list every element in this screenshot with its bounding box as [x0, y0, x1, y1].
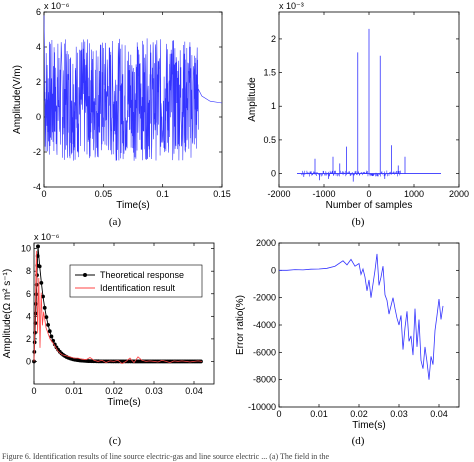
y-tick-label: 1.5 — [263, 68, 276, 78]
panel-label-d: (d) — [352, 435, 365, 447]
y-tick-label: 0.5 — [263, 135, 276, 145]
x-tick-label: 0.15 — [213, 189, 231, 199]
figure-caption: Figure 6. Identification results of line… — [2, 452, 330, 461]
chart-panel-c: 0 0.01 0.02 0.03 0.04 0 2 4 6 8 10 Time(s) Amplitude… — [2, 232, 215, 408]
error-ratio-line — [279, 253, 444, 380]
x-tick-label: 2000 — [449, 189, 469, 199]
axis-multiplier: x 10⁻⁶ — [34, 232, 60, 242]
theoretical-point — [42, 305, 47, 310]
plot-frame — [43, 11, 223, 188]
theoretical-point — [52, 342, 57, 347]
chart-panel-b: -2000 -1000 0 1000 2000 0 0.5 1 1.5 2 Number of sa… — [247, 1, 469, 211]
theoretical-point — [44, 315, 49, 320]
x-tick-label: -2000 — [267, 189, 290, 199]
y-tick-label: -2 — [33, 147, 41, 157]
x-tick-label: -1000 — [312, 189, 335, 199]
y-tick-label: 6 — [36, 7, 41, 17]
chart-panel-a: 0 0.05 0.1 0.15 -4 -2 0 2 4 6 Time(s) Amplitude(V/m… — [12, 1, 231, 211]
y-tick-label: 4 — [36, 42, 41, 52]
theoretical-point — [39, 281, 44, 285]
theoretical-point — [34, 292, 39, 297]
y-tick-label: 0 — [36, 112, 41, 122]
panel-label-a: (a) — [109, 216, 122, 228]
y-tick-label: 10 — [21, 244, 31, 254]
legend-label-theoretical: Theoretical response — [100, 270, 184, 280]
y-tick-label: -8000 — [253, 375, 276, 385]
x-axis-label: Time(s) — [107, 397, 141, 408]
y-tick-label: -4000 — [253, 320, 276, 330]
y-tick-label: 0 — [271, 265, 276, 275]
theoretical-line — [33, 246, 201, 362]
y-axis-label: Amplitude(V/m) — [12, 65, 23, 134]
x-tick-label: 0.03 — [390, 409, 408, 419]
y-tick-label: 0 — [26, 356, 31, 366]
x-tick-label: 0 — [41, 189, 46, 199]
theoretical-point — [47, 329, 52, 334]
legend-box — [69, 264, 203, 298]
x-tick-label: 0.05 — [95, 189, 113, 199]
y-axis-label: Amplitude — [247, 77, 258, 122]
x-tick-label: 0.02 — [350, 409, 368, 419]
theoretical-point — [33, 321, 38, 325]
y-tick-label: -6000 — [253, 347, 276, 357]
theoretical-point — [36, 244, 40, 249]
x-tick-label: 0 — [366, 189, 371, 199]
x-tick-label: 0.01 — [65, 386, 83, 396]
panel-label-c: (c) — [109, 435, 122, 447]
legend-label-identification: Identification result — [100, 283, 176, 293]
panel-label-b: (b) — [352, 216, 365, 228]
y-axis-label: Error ratio(%) — [235, 295, 246, 355]
y-tick-label: 2 — [36, 77, 41, 87]
x-tick-label: 0.04 — [430, 409, 448, 419]
y-tick-label: -10000 — [248, 402, 276, 412]
theoretical-point — [46, 322, 50, 327]
y-tick-label: 2000 — [256, 238, 276, 248]
y-tick-label: 1 — [271, 101, 276, 111]
y-tick-label: 0 — [271, 169, 276, 179]
theoretical-point — [49, 334, 54, 339]
x-tick-label: 0.03 — [145, 386, 163, 396]
theoretical-point — [41, 294, 45, 299]
chart-panel-d: 0 0.01 0.02 0.03 0.04 -10000 -8000 -6000 -4000 -2… — [235, 238, 460, 431]
legend-marker-theoretical — [83, 273, 87, 277]
y-tick-label: 8 — [26, 266, 31, 276]
x-tick-label: 0.01 — [310, 409, 328, 419]
axis-multiplier: x 10⁻³ — [279, 1, 304, 11]
x-tick-label: 0 — [31, 386, 36, 396]
identification-line — [33, 250, 203, 365]
x-tick-label: 0.02 — [105, 386, 123, 396]
x-tick-label: 0.04 — [185, 386, 203, 396]
y-tick-label: 2 — [26, 334, 31, 344]
y-axis-label: Amplitude(Ω m² s⁻¹) — [2, 269, 13, 358]
theoretical-point — [37, 264, 42, 269]
y-tick-label: 6 — [26, 289, 31, 299]
x-tick-label: 0.1 — [156, 189, 169, 199]
x-axis-label: Time(s) — [116, 200, 150, 211]
axis-multiplier: x 10⁻⁶ — [44, 1, 70, 11]
x-tick-label: 0 — [276, 409, 281, 419]
x-tick-label: 1000 — [404, 189, 424, 199]
y-tick-label: 2 — [271, 34, 276, 44]
x-axis-label: Number of samples — [326, 200, 413, 211]
plot-frame — [278, 242, 460, 408]
x-axis-label: Time(s) — [352, 420, 386, 431]
signal-line — [43, 15, 223, 161]
theoretical-point — [32, 359, 36, 364]
y-tick-label: -2000 — [253, 293, 276, 303]
y-tick-label: -4 — [33, 182, 41, 192]
y-tick-label: 4 — [26, 311, 31, 321]
